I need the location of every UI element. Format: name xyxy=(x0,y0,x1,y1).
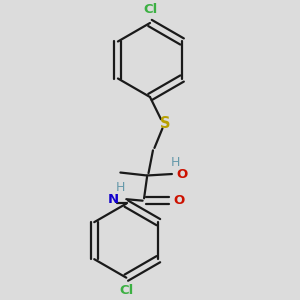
Text: H: H xyxy=(171,156,181,169)
Text: N: N xyxy=(108,193,119,206)
Text: Cl: Cl xyxy=(143,4,157,16)
Text: Cl: Cl xyxy=(119,284,134,297)
Text: O: O xyxy=(177,167,188,181)
Text: O: O xyxy=(174,194,185,207)
Text: H: H xyxy=(116,182,125,194)
Text: S: S xyxy=(160,116,170,131)
